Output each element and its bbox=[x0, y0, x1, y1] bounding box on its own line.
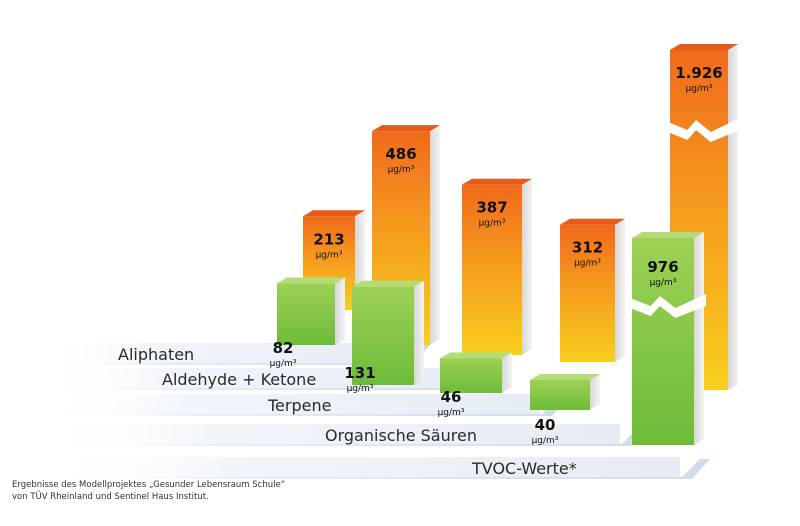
orange-bar-organische-säuren-top bbox=[560, 218, 625, 225]
green-bar-tvoc-werte-top bbox=[632, 232, 704, 238]
orange-bar-tvoc-werte-side bbox=[728, 44, 738, 390]
band-fill-organische-säuren bbox=[40, 424, 620, 444]
orange-bar-terpene-top bbox=[462, 178, 532, 185]
orange-bar-tvoc-werte-top bbox=[670, 44, 738, 50]
green-bar-tvoc-werte-axis-break bbox=[630, 294, 706, 318]
green-bar-organische-säuren-side bbox=[590, 374, 600, 410]
orange-tvoc-werte-value-label: 1.926 bbox=[675, 64, 722, 82]
category-label-tvoc-werte: TVOC-Werte* bbox=[471, 459, 577, 478]
green-bar-tvoc-werte-side bbox=[694, 232, 704, 445]
green-organische-säuren-unit-label: µg/m³ bbox=[532, 436, 559, 446]
green-bar-aldehyde-ketone-front bbox=[352, 286, 414, 385]
category-label-aliphaten: Aliphaten bbox=[118, 345, 194, 364]
band-fill-tvoc-werte bbox=[40, 457, 680, 477]
category-label-terpene: Terpene bbox=[267, 396, 331, 415]
bars: 213 µg/m³ 486 µg/m³ 387 µg/m³ 312 µg/m³ 1.926 µg/… bbox=[270, 44, 740, 446]
green-bar-aliphaten-side bbox=[335, 277, 345, 345]
green-tvoc-werte-unit-label: µg/m³ bbox=[650, 278, 677, 288]
green-aldehyde-ketone-value-label: 131 bbox=[344, 364, 375, 382]
orange-terpene-unit-label: µg/m³ bbox=[479, 219, 506, 229]
green-tvoc-werte-value-label: 976 bbox=[647, 258, 678, 276]
green-bar-aldehyde-ketone: 131 µg/m³ bbox=[344, 280, 424, 394]
orange-bar-terpene-side bbox=[522, 178, 532, 355]
source-caption: Ergebnisse des Modellprojektes „Gesunder… bbox=[12, 479, 285, 503]
green-terpene-value-label: 46 bbox=[441, 388, 462, 406]
orange-organische-säuren-value-label: 312 bbox=[572, 239, 603, 257]
green-bar-aliphaten-front bbox=[277, 283, 335, 345]
orange-aldehyde-ketone-value-label: 486 bbox=[385, 145, 416, 163]
green-bar-aliphaten: 82 µg/m³ bbox=[270, 277, 345, 369]
green-bar-tvoc-werte-front bbox=[632, 238, 694, 445]
green-bar-terpene: 46 µg/m³ bbox=[438, 352, 512, 418]
category-label-aldehyde-ketone: Aldehyde + Ketone bbox=[162, 370, 316, 389]
orange-bar-terpene: 387 µg/m³ bbox=[462, 178, 532, 355]
orange-bar-aldehyde-ketone-side bbox=[430, 125, 440, 345]
green-bar-organische-säuren: 40 µg/m³ bbox=[530, 374, 600, 446]
orange-bar-aliphaten-top bbox=[303, 210, 365, 217]
green-terpene-unit-label: µg/m³ bbox=[438, 408, 465, 418]
band-fill-aliphaten bbox=[40, 343, 400, 363]
orange-aldehyde-ketone-unit-label: µg/m³ bbox=[388, 165, 415, 175]
green-bar-tvoc-werte: 976 µg/m³ bbox=[630, 232, 706, 445]
caption-line-2: von TÜV Rheinland und Sentinel Haus Inst… bbox=[12, 492, 209, 502]
orange-bar-tvoc-werte-axis-break bbox=[668, 118, 740, 142]
orange-bar-terpene-front bbox=[462, 184, 522, 355]
green-bar-aliphaten-top bbox=[277, 277, 345, 284]
category-labels: Aliphaten Aldehyde + Ketone Terpene Organis… bbox=[118, 345, 577, 478]
green-aliphaten-value-label: 82 bbox=[273, 339, 294, 357]
orange-tvoc-werte-unit-label: µg/m³ bbox=[686, 84, 713, 94]
green-bar-organische-säuren-front bbox=[530, 380, 590, 410]
orange-bar-aldehyde-ketone-top bbox=[372, 125, 440, 132]
green-organische-säuren-value-label: 40 bbox=[535, 416, 556, 434]
green-bar-aldehyde-ketone-top bbox=[352, 280, 424, 287]
green-bar-terpene-front bbox=[440, 358, 502, 393]
category-label-organische-säuren: Organische Säuren bbox=[325, 426, 477, 445]
orange-bar-organische-säuren-side bbox=[615, 218, 625, 362]
green-bar-organische-säuren-top bbox=[530, 374, 600, 380]
green-aliphaten-unit-label: µg/m³ bbox=[270, 359, 297, 369]
green-bar-terpene-top bbox=[440, 352, 512, 359]
green-bar-terpene-side bbox=[502, 352, 512, 393]
green-aldehyde-ketone-unit-label: µg/m³ bbox=[347, 384, 374, 394]
orange-bar-organische-säuren-front bbox=[560, 224, 615, 362]
orange-aliphaten-value-label: 213 bbox=[313, 230, 344, 248]
orange-organische-säuren-unit-label: µg/m³ bbox=[574, 259, 601, 269]
orange-bar-organische-säuren: 312 µg/m³ bbox=[560, 218, 625, 362]
orange-aliphaten-unit-label: µg/m³ bbox=[316, 250, 343, 260]
band-fill-terpene bbox=[40, 394, 540, 414]
green-bar-aldehyde-ketone-side bbox=[414, 280, 424, 385]
orange-terpene-value-label: 387 bbox=[476, 199, 507, 217]
caption-line-1: Ergebnisse des Modellprojektes „Gesunder… bbox=[12, 480, 286, 490]
